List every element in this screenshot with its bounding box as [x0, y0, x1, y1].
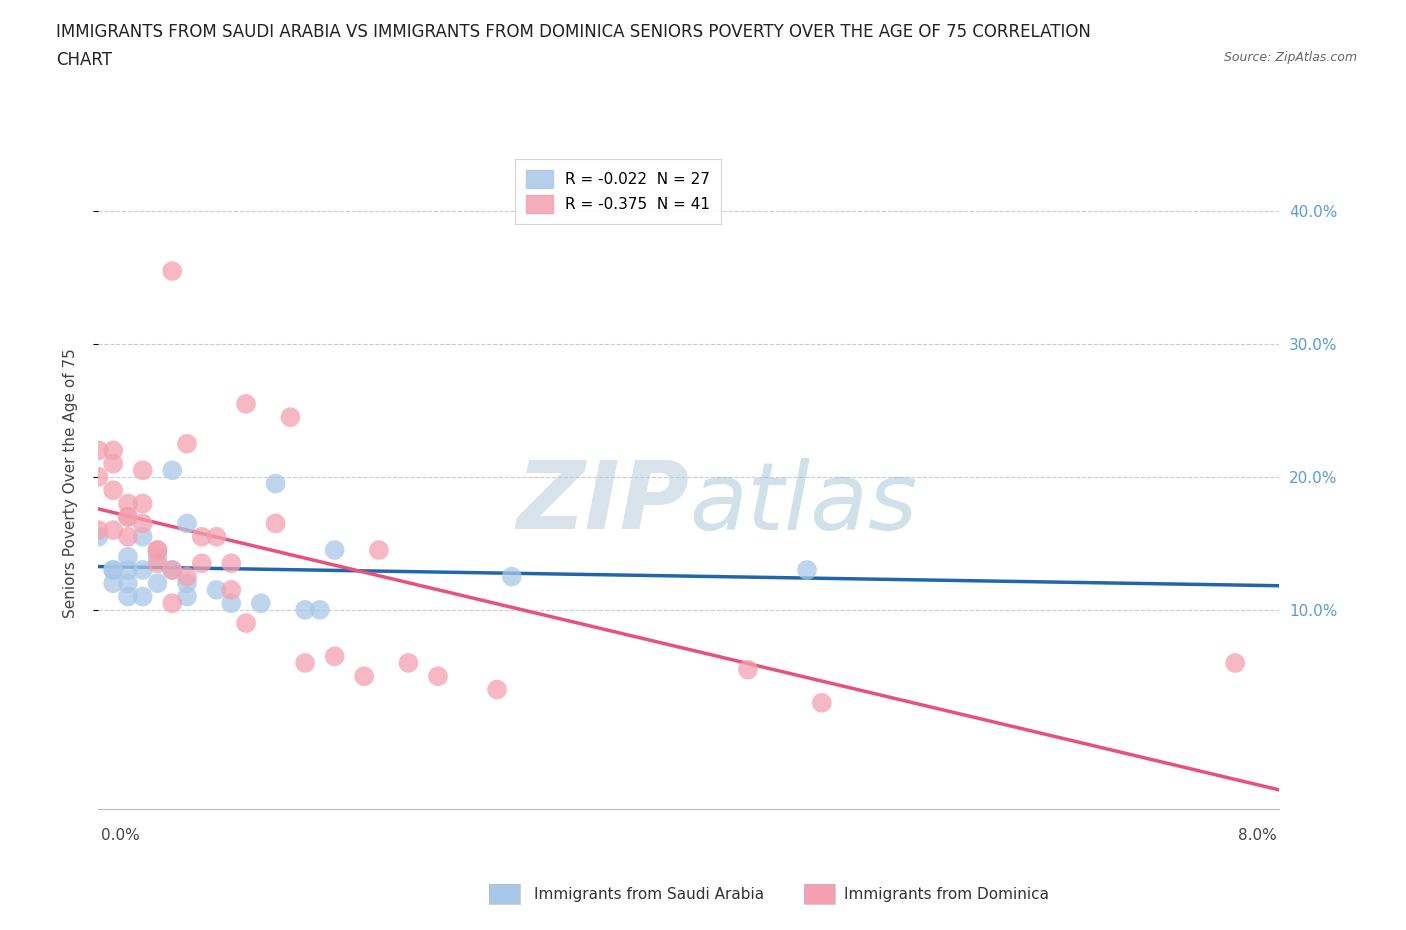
Point: [103, 483, 125, 498]
Point: [103, 563, 125, 578]
Point: [219, 596, 242, 611]
Text: atlas: atlas: [689, 458, 917, 549]
Point: [796, 563, 818, 578]
Point: [132, 496, 155, 511]
Point: [176, 436, 198, 451]
Point: [132, 516, 155, 531]
Point: [146, 550, 169, 565]
Point: [132, 563, 155, 578]
Point: [219, 582, 242, 597]
Point: [1223, 656, 1246, 671]
Point: [87, 443, 110, 458]
Point: [235, 616, 257, 631]
Point: [191, 556, 214, 571]
Point: [278, 410, 302, 425]
Legend: R = -0.022  N = 27, R = -0.375  N = 41: R = -0.022 N = 27, R = -0.375 N = 41: [515, 159, 721, 223]
Point: [117, 510, 139, 525]
Text: Immigrants from Dominica: Immigrants from Dominica: [844, 887, 1049, 902]
Point: [367, 542, 389, 557]
Point: [810, 696, 832, 711]
Point: [485, 682, 508, 697]
Point: [176, 589, 198, 604]
Point: [219, 556, 242, 571]
Point: [103, 576, 125, 591]
Point: [205, 582, 228, 597]
Point: [205, 529, 228, 544]
Point: [235, 396, 257, 411]
Point: [264, 516, 287, 531]
Text: 0.0%: 0.0%: [101, 828, 141, 843]
Text: 8.0%: 8.0%: [1237, 828, 1277, 843]
Point: [162, 463, 183, 478]
Point: [176, 576, 198, 591]
Point: [132, 529, 155, 544]
Point: [176, 569, 198, 584]
Point: [146, 556, 169, 571]
Point: [162, 263, 183, 278]
Point: [323, 649, 346, 664]
Point: [308, 603, 332, 618]
Point: [103, 523, 125, 538]
Y-axis label: Seniors Poverty Over the Age of 75: Seniors Poverty Over the Age of 75: [63, 349, 77, 618]
Point: [396, 656, 419, 671]
Point: [117, 496, 139, 511]
Point: [87, 529, 110, 544]
Point: [737, 662, 759, 677]
Point: [146, 576, 169, 591]
Point: [103, 563, 125, 578]
Point: [132, 589, 155, 604]
Point: [103, 457, 125, 472]
Point: [103, 443, 125, 458]
Point: [87, 470, 110, 485]
Point: [132, 463, 155, 478]
Point: [353, 669, 375, 684]
Point: [250, 596, 273, 611]
Text: ZIP: ZIP: [516, 458, 689, 549]
Point: [294, 603, 316, 618]
Point: [162, 563, 183, 578]
Point: [117, 529, 139, 544]
Point: [176, 516, 198, 531]
Point: [146, 542, 169, 557]
Point: [294, 656, 316, 671]
Text: IMMIGRANTS FROM SAUDI ARABIA VS IMMIGRANTS FROM DOMINICA SENIORS POVERTY OVER TH: IMMIGRANTS FROM SAUDI ARABIA VS IMMIGRAN…: [56, 23, 1091, 41]
Point: [323, 542, 346, 557]
Point: [191, 529, 214, 544]
Point: [117, 576, 139, 591]
Point: [264, 476, 287, 491]
Point: [117, 550, 139, 565]
Text: Immigrants from Saudi Arabia: Immigrants from Saudi Arabia: [534, 887, 765, 902]
Point: [426, 669, 449, 684]
Point: [87, 523, 110, 538]
Point: [162, 596, 183, 611]
Point: [501, 569, 523, 584]
Text: CHART: CHART: [56, 51, 112, 69]
Point: [162, 563, 183, 578]
Text: Source: ZipAtlas.com: Source: ZipAtlas.com: [1223, 51, 1357, 64]
Point: [146, 542, 169, 557]
Point: [117, 563, 139, 578]
Point: [117, 589, 139, 604]
Point: [117, 510, 139, 525]
